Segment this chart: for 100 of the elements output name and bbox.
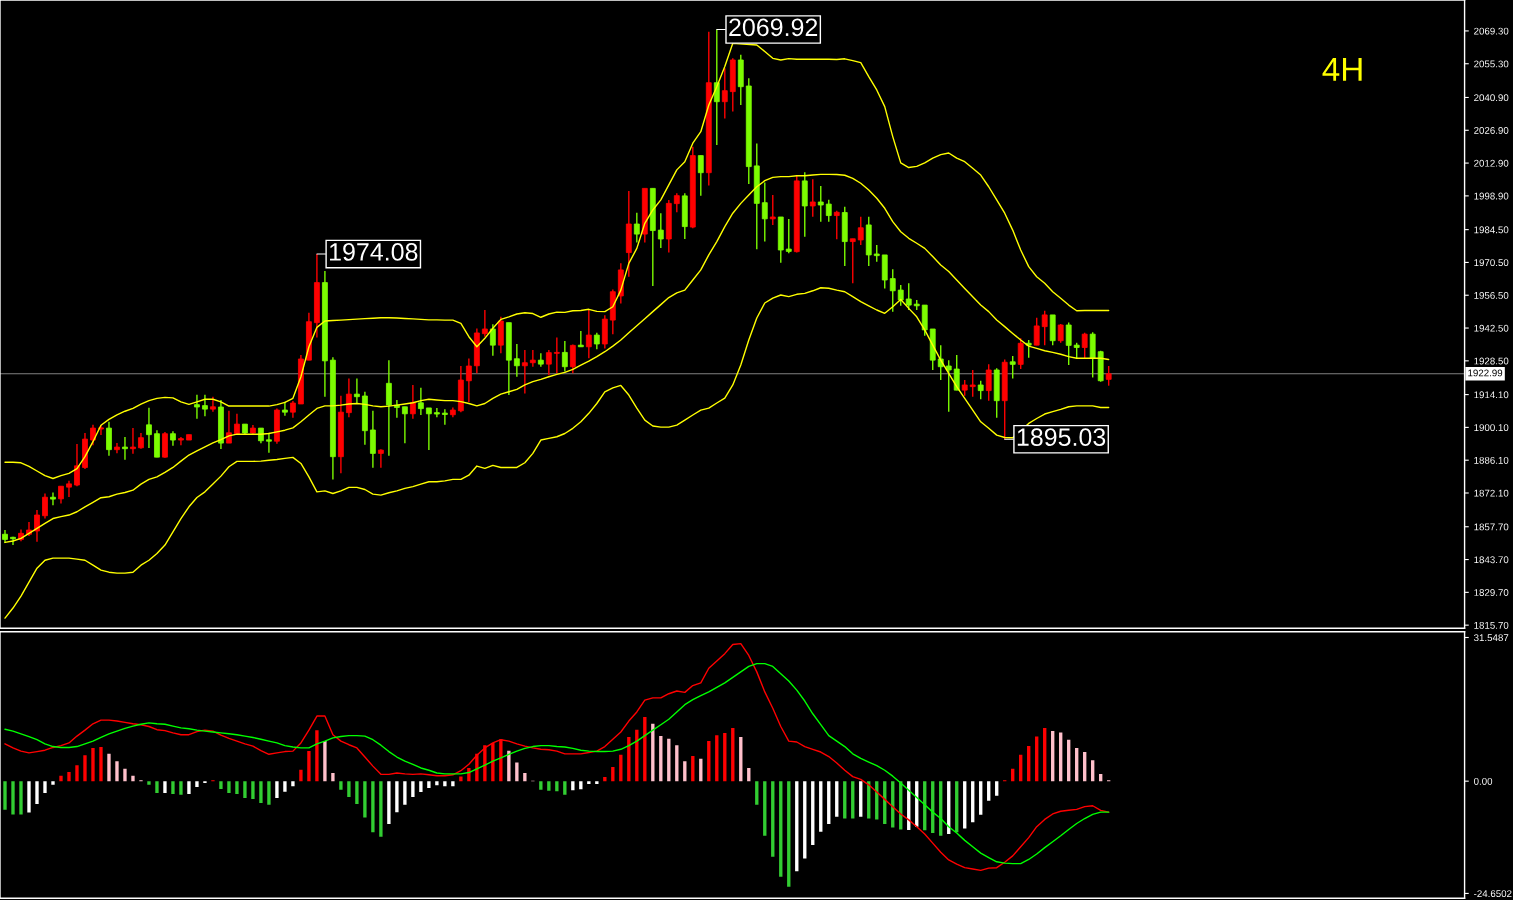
bar xyxy=(3,781,7,810)
candlestick xyxy=(266,432,272,454)
bar xyxy=(315,730,319,782)
bar xyxy=(131,775,135,782)
candlestick xyxy=(34,509,40,543)
bar xyxy=(539,781,543,790)
bar xyxy=(827,781,831,824)
candlestick xyxy=(489,323,496,357)
candlestick xyxy=(1057,323,1064,344)
y-tick-label: 1872.10 xyxy=(1474,489,1509,497)
candlestick xyxy=(282,401,288,417)
candlestick xyxy=(385,359,392,457)
bar xyxy=(523,772,527,782)
candlestick xyxy=(441,408,448,426)
bar xyxy=(763,781,767,836)
bar xyxy=(187,781,191,794)
bar xyxy=(715,735,719,782)
y-tick-label: 2040.90 xyxy=(1474,94,1509,102)
candlestick xyxy=(569,343,576,374)
candlestick xyxy=(481,309,488,338)
bar xyxy=(683,761,687,782)
y-tick-label: 1843.70 xyxy=(1474,556,1509,564)
bar xyxy=(627,736,631,782)
candlestick xyxy=(809,178,816,218)
candlestick xyxy=(513,343,520,378)
bar xyxy=(483,745,487,782)
candlestick xyxy=(1017,337,1024,370)
candlestick xyxy=(561,340,568,373)
bar xyxy=(163,781,167,794)
bar xyxy=(571,781,575,791)
y-tick-label: 1970.50 xyxy=(1474,259,1509,267)
bar xyxy=(91,747,95,782)
y-tick-label: 1984.50 xyxy=(1474,226,1509,234)
bar xyxy=(267,781,271,805)
y-tick-label: 2069.30 xyxy=(1474,27,1509,35)
bar xyxy=(179,781,183,795)
bar xyxy=(979,781,983,815)
candlestick xyxy=(369,410,376,469)
bar xyxy=(115,761,119,782)
bar xyxy=(787,781,791,887)
bar xyxy=(27,781,31,813)
bar xyxy=(811,781,815,845)
bar xyxy=(371,781,375,833)
bar xyxy=(195,781,199,788)
bar xyxy=(411,781,415,798)
bar xyxy=(291,781,295,787)
bar xyxy=(75,765,79,782)
candlestick xyxy=(346,377,352,419)
y-tick-label: 1815.70 xyxy=(1474,621,1509,629)
bar xyxy=(147,781,151,785)
line-series xyxy=(4,173,1110,544)
bar xyxy=(451,781,455,787)
y-tick-label: 2055.30 xyxy=(1474,60,1509,68)
bar xyxy=(987,781,991,801)
candlestick xyxy=(354,377,360,405)
y-tick-label: 1829.70 xyxy=(1474,589,1509,596)
candlestick xyxy=(713,28,720,146)
candlestick xyxy=(465,357,472,403)
bar xyxy=(835,781,839,817)
bar xyxy=(275,781,279,799)
candlestick xyxy=(721,67,728,120)
candlestick xyxy=(761,181,768,243)
candlestick xyxy=(42,492,48,520)
bar xyxy=(283,781,287,792)
annotation: 1895.03 xyxy=(1017,428,1106,446)
candlestick xyxy=(977,380,984,400)
candlestick xyxy=(905,282,912,311)
candlestick xyxy=(769,194,776,226)
bar xyxy=(403,781,407,805)
bar xyxy=(515,762,519,782)
bar xyxy=(619,754,623,782)
bar xyxy=(11,781,15,815)
y-tick-label: 31.5487 xyxy=(1473,634,1509,642)
y-tick-label: 1998.90 xyxy=(1474,192,1509,200)
y-tick-label: 1956.50 xyxy=(1474,291,1509,299)
y-tick-label: 1942.50 xyxy=(1474,324,1509,332)
line-series xyxy=(4,287,1110,619)
bar xyxy=(859,781,863,817)
candlestick xyxy=(226,410,232,444)
bar xyxy=(579,781,583,790)
candlestick xyxy=(66,480,72,498)
bar xyxy=(299,769,303,782)
candlestick xyxy=(90,424,96,446)
candlestick xyxy=(210,396,216,413)
bar xyxy=(499,739,503,782)
bar xyxy=(331,772,335,782)
bar xyxy=(1059,732,1063,782)
annotation: 2069.92 xyxy=(729,18,818,37)
candlestick xyxy=(945,359,952,413)
bar xyxy=(963,781,967,829)
bar xyxy=(123,768,127,782)
bar xyxy=(771,781,775,857)
y-tick-label: 1914.10 xyxy=(1474,391,1509,399)
bar xyxy=(779,781,783,877)
bar xyxy=(363,781,367,818)
candlestick xyxy=(106,421,112,457)
y-tick-label: 2026.90 xyxy=(1474,127,1509,134)
bar xyxy=(339,781,343,790)
bar xyxy=(67,772,71,782)
candlestick xyxy=(697,154,704,197)
